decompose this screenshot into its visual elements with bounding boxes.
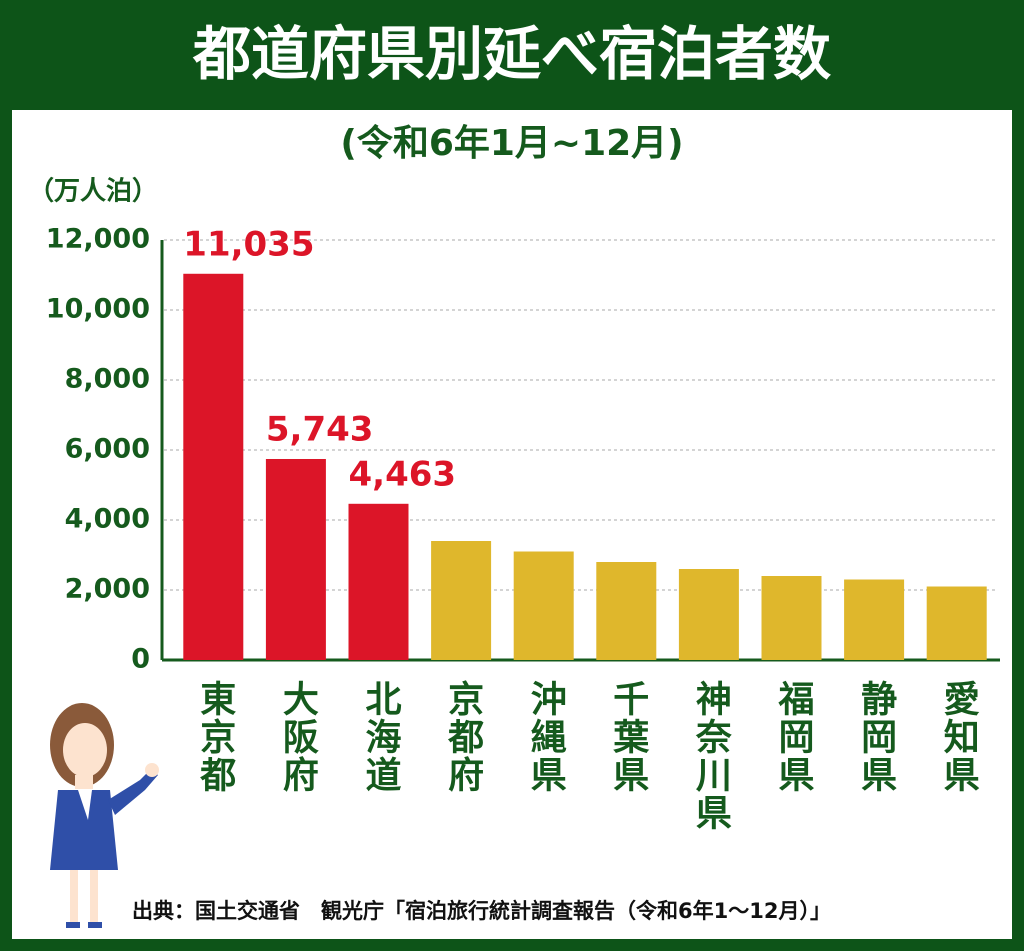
x-tick-label: 沖縄県 bbox=[525, 680, 567, 794]
y-tick-label: 6,000 bbox=[65, 434, 150, 465]
y-tick-label: 8,000 bbox=[65, 364, 150, 395]
x-tick-label: 京都府 bbox=[442, 679, 485, 794]
x-tick-label: 神奈川県 bbox=[690, 680, 733, 832]
bar bbox=[183, 273, 244, 660]
y-axis-label: （万人泊） bbox=[28, 177, 158, 207]
bar bbox=[431, 541, 492, 660]
x-tick-label: 千葉県 bbox=[607, 680, 650, 794]
x-tick-label: 大阪府 bbox=[277, 680, 319, 794]
bar bbox=[926, 586, 987, 660]
value-label: 11,035 bbox=[183, 224, 314, 264]
presenter-illustration bbox=[50, 703, 159, 928]
bar bbox=[596, 562, 657, 660]
x-tick-label: 愛知県 bbox=[938, 680, 980, 794]
bar bbox=[678, 569, 739, 660]
bar bbox=[348, 503, 409, 660]
y-tick-label: 12,000 bbox=[46, 224, 150, 255]
chart-subtitle: (令和6年1月~12月) bbox=[340, 123, 683, 164]
y-tick-label: 0 bbox=[131, 644, 150, 675]
x-tick-label: 北海道 bbox=[360, 680, 402, 794]
chart-title: 都道府県別延べ宿泊者数 bbox=[192, 20, 831, 88]
x-tick-label: 静岡県 bbox=[855, 680, 897, 794]
bar bbox=[761, 576, 822, 660]
x-tick-label: 東京都 bbox=[194, 680, 237, 794]
panel bbox=[12, 110, 1012, 939]
bar bbox=[513, 551, 574, 660]
bar bbox=[844, 579, 905, 660]
source-note: 出典：国土交通省 観光庁「宿泊旅行統計調査報告（令和6年1～12月）」 bbox=[132, 899, 831, 923]
bar bbox=[265, 458, 326, 660]
y-tick-label: 2,000 bbox=[65, 574, 150, 605]
y-tick-label: 10,000 bbox=[46, 294, 150, 325]
y-tick-label: 4,000 bbox=[65, 504, 150, 535]
value-label: 5,743 bbox=[266, 409, 374, 449]
value-label: 4,463 bbox=[349, 454, 457, 494]
x-tick-label: 福岡県 bbox=[773, 680, 816, 794]
